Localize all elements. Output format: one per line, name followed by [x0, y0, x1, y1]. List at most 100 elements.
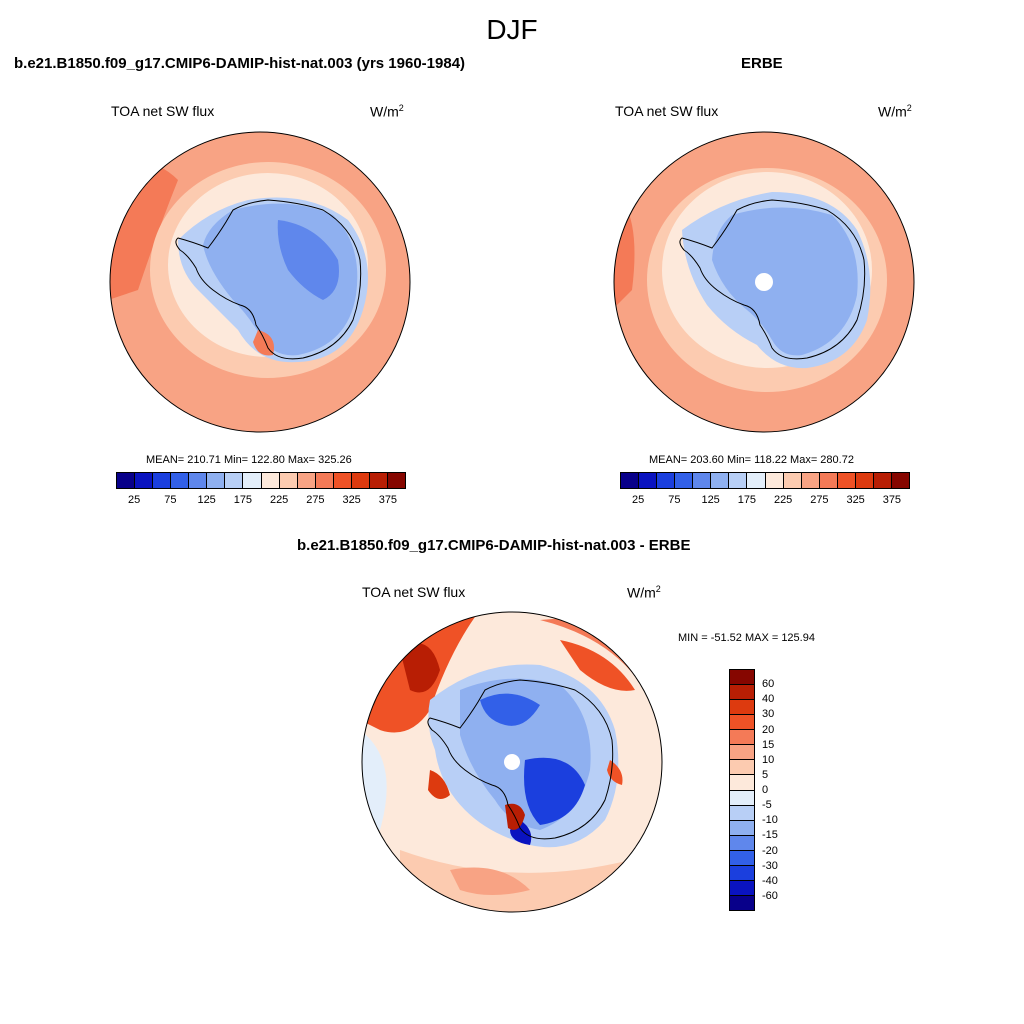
model-plateau-low — [277, 220, 339, 300]
colorbar-cell — [730, 895, 754, 910]
colorbar-tick-label: 175 — [737, 494, 757, 506]
colorbar-tick-label: 125 — [701, 494, 720, 506]
model-case-title: b.e21.B1850.f09_g17.CMIP6-DAMIP-hist-nat… — [14, 55, 466, 72]
colorbar-cell — [297, 473, 316, 488]
colorbar-cell — [639, 473, 658, 488]
model-map-border — [109, 131, 411, 433]
colorbar-cell — [783, 473, 802, 488]
colorbar-cell — [730, 715, 754, 731]
colorbar-tick-label: -30 — [762, 859, 778, 872]
obs-polar-map — [613, 131, 915, 433]
colorbar-tick-label: 25 — [128, 494, 141, 506]
colorbar-cell — [225, 473, 244, 488]
diff-strong-positive-ne — [560, 640, 635, 691]
model-coastline — [175, 199, 362, 360]
colorbar-cell — [730, 850, 754, 866]
colorbar-cell — [730, 865, 754, 881]
colorbar-tick-label: 0 — [762, 784, 769, 796]
colorbar-cell — [711, 473, 730, 488]
colorbar-tick-label: 60 — [762, 678, 775, 691]
obs-missing-pole — [755, 273, 773, 291]
colorbar-cell — [873, 473, 892, 488]
colorbar-cell — [171, 473, 190, 488]
colorbar-tick-label: 375 — [882, 494, 902, 506]
diff-coastline — [427, 679, 614, 840]
colorbar-cell — [730, 685, 754, 701]
colorbar-cell — [135, 473, 154, 488]
colorbar-cell — [819, 473, 838, 488]
diff-east-positive — [607, 760, 623, 785]
colorbar-cell — [369, 473, 388, 488]
colorbar-cell — [189, 473, 208, 488]
colorbar-tick-label: 40 — [762, 693, 775, 706]
colorbar-tick-label: -10 — [762, 814, 778, 827]
colorbar-tick-label: 325 — [342, 494, 361, 506]
colorbar-cell — [153, 473, 172, 488]
colorbar-tick-label: 375 — [378, 494, 398, 506]
colorbar-cell — [243, 473, 262, 488]
colorbar-tick-label: 175 — [233, 494, 253, 506]
colorbar-tick-label: 275 — [810, 494, 829, 506]
obs-stats: MEAN= 203.60 Min= 118.22 Max= 280.72 — [649, 454, 854, 466]
colorbar-cell — [279, 473, 298, 488]
colorbar-cell — [657, 473, 676, 488]
colorbar-cell — [730, 760, 754, 776]
diff-colorbar — [729, 669, 755, 911]
figure-title: DJF — [486, 14, 538, 45]
colorbar-cell — [207, 473, 226, 488]
obs-antarctica-fill — [712, 207, 858, 356]
colorbar-tick-label: 25 — [632, 494, 645, 506]
diff-strong-positive-nw — [400, 643, 440, 693]
colorbar-tick-label: -5 — [762, 799, 772, 812]
colorbar-cell — [730, 820, 754, 836]
colorbar-cell — [351, 473, 370, 488]
colorbar-cell — [333, 473, 352, 488]
model-stats: MEAN= 210.71 Min= 122.80 Max= 325.26 — [146, 454, 352, 466]
model-units-label: W/m2 — [370, 103, 404, 120]
diff-case-title: b.e21.B1850.f09_g17.CMIP6-DAMIP-hist-nat… — [297, 537, 691, 554]
colorbar-tick-label: 15 — [762, 738, 775, 751]
diff-strong-negative-2 — [524, 757, 585, 825]
diff-variable-label: TOA net SW flux — [362, 584, 466, 600]
obs-map-border — [613, 131, 915, 433]
colorbar-tick-label: 10 — [762, 753, 775, 766]
obs-units-label: W/m2 — [878, 103, 912, 120]
colorbar-cell — [801, 473, 820, 488]
obs-variable-label: TOA net SW flux — [615, 103, 719, 119]
colorbar-tick-label: -15 — [762, 829, 778, 842]
colorbar-tick-label: -20 — [762, 844, 778, 857]
colorbar-cell — [621, 473, 640, 488]
diff-map-border — [361, 611, 663, 913]
colorbar-cell — [855, 473, 874, 488]
colorbar-cell — [730, 835, 754, 851]
colorbar-cell — [315, 473, 334, 488]
colorbar-cell — [891, 473, 909, 488]
colorbar-cell — [729, 473, 748, 488]
colorbar-tick-label: 75 — [668, 494, 681, 506]
colorbar-cell — [730, 745, 754, 761]
model-colorbar — [116, 472, 406, 489]
colorbar-tick-label: 5 — [762, 768, 769, 781]
obs-coastline — [679, 199, 866, 360]
colorbar-tick-label: 275 — [306, 494, 325, 506]
colorbar-tick-label: 125 — [197, 494, 216, 506]
colorbar-cell — [261, 473, 280, 488]
colorbar-cell — [693, 473, 712, 488]
colorbar-cell — [747, 473, 766, 488]
diff-missing-pole — [504, 754, 520, 770]
colorbar-tick-label: 225 — [269, 494, 289, 506]
colorbar-cell — [730, 730, 754, 746]
colorbar-cell — [765, 473, 784, 488]
colorbar-cell — [675, 473, 694, 488]
diff-polar-map — [361, 611, 663, 913]
diff-stats: MIN = -51.52 MAX = 125.94 — [678, 632, 815, 644]
colorbar-cell — [730, 790, 754, 806]
diff-peninsula-positive — [428, 770, 450, 799]
colorbar-cell — [730, 805, 754, 821]
colorbar-cell — [387, 473, 405, 488]
colorbar-cell — [837, 473, 856, 488]
colorbar-cell — [730, 670, 754, 686]
obs-case-title: ERBE — [741, 55, 783, 72]
colorbar-tick-label: 20 — [762, 723, 775, 736]
model-variable-label: TOA net SW flux — [111, 103, 215, 119]
